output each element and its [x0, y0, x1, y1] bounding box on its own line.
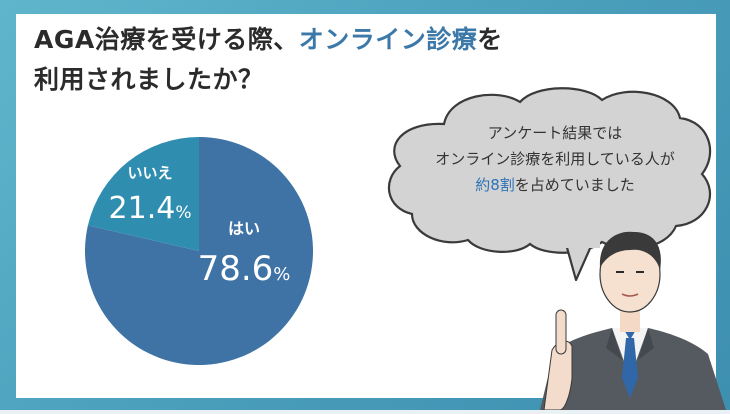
bubble-line3-post: を占めていました: [514, 176, 635, 194]
title-line1-accent: オンライン診療: [298, 25, 478, 54]
bubble-line3: 約8割を占めていました: [392, 172, 718, 198]
pie-chart-svg: はい 78.6% いいえ 21.4%: [84, 137, 313, 365]
pie-value-yes: 78.6%: [198, 249, 291, 289]
bubble-line3-accent: 約8割: [475, 176, 515, 194]
mouth: [621, 293, 639, 297]
bubble-tail: [564, 243, 594, 282]
pie-label-no: いいえ: [127, 164, 172, 182]
pie-value-no: 21.4%: [109, 191, 192, 226]
pointing-finger: [555, 309, 567, 355]
bubble-line2: オンライン診療を利用している人が: [435, 150, 675, 168]
pie-slice-yes: [84, 137, 313, 365]
title-line1-pre: AGA治療を受ける際、: [34, 25, 299, 54]
necktie: [622, 338, 638, 398]
businessman-svg: [540, 231, 726, 411]
bubble-message: アンケート結果では オンライン診療を利用している人が 約8割を占めていました: [392, 120, 718, 198]
bubble-tail-mask: [560, 234, 600, 248]
pie-value-no-number: 21.4: [109, 191, 176, 226]
pie-value-no-unit: %: [175, 203, 191, 223]
pie-chart: はい 78.6% いいえ 21.4%: [84, 136, 314, 366]
speech-bubble: [380, 84, 720, 284]
bubble-line1: アンケート結果では: [487, 124, 623, 142]
hair: [599, 231, 661, 270]
bubble-cloud: [387, 87, 712, 254]
speech-bubble-svg: [387, 87, 712, 282]
title-line1-post: を: [477, 25, 503, 54]
pie-value-yes-number: 78.6: [198, 249, 274, 289]
pie-label-yes: はい: [228, 219, 260, 238]
page-title: AGA治療を受ける際、オンライン診療を 利用されましたか？: [34, 20, 594, 100]
lapel-left: [606, 328, 622, 360]
businessman-illustration: [530, 228, 730, 411]
title-line2: 利用されましたか？: [34, 65, 264, 94]
pie-slice-no: [87, 137, 199, 251]
pie-value-yes-unit: %: [273, 264, 290, 285]
neck: [620, 308, 640, 332]
lapel-right: [638, 328, 654, 360]
